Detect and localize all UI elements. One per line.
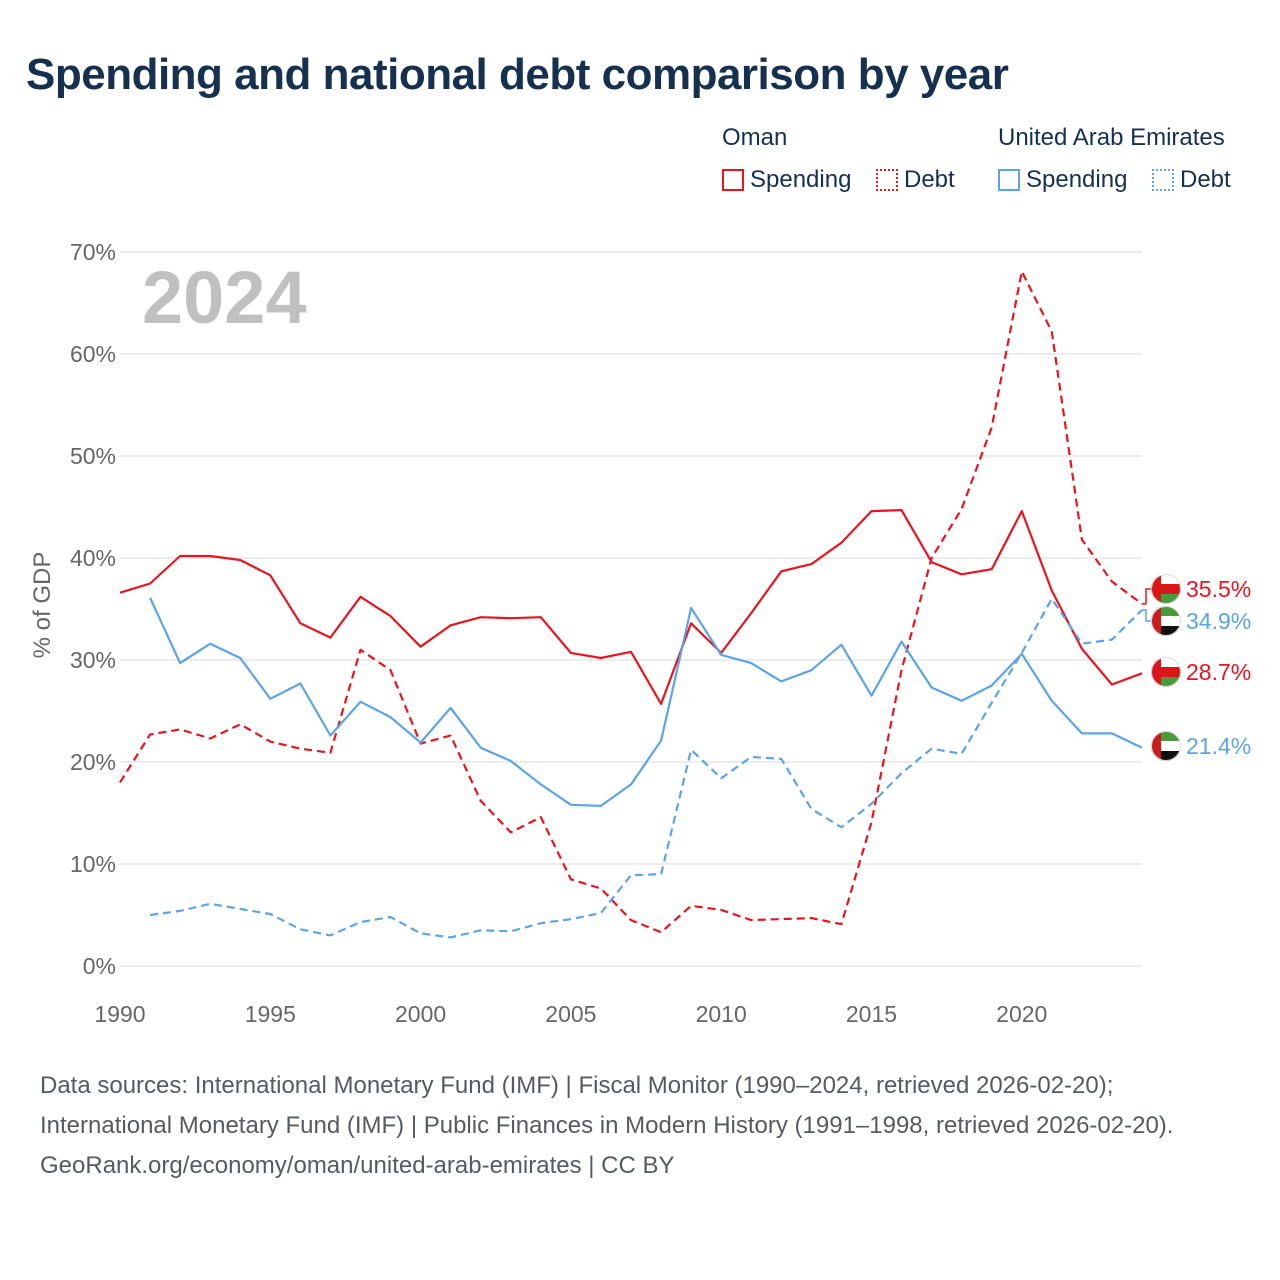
data-sources: Data sources: International Monetary Fun… [40,1072,1174,1139]
end-value-label: 21.4% [1186,733,1251,759]
x-tick-label: 2000 [395,1001,446,1027]
leader-line [1142,588,1152,605]
y-tick-label: 10% [70,851,116,877]
y-tick-label: 70% [70,239,116,265]
legend-label: Debt [904,166,955,193]
legend-item-uae-spending[interactable]: Spending [998,166,1127,194]
legend-label: Spending [750,166,852,193]
y-tick-label: 20% [70,749,116,775]
legend-country-uae: United Arab Emirates [998,124,1225,151]
y-tick-label: 60% [70,341,116,367]
end-labels: 35.5% 34.9% 28.7% 21.4% [1142,574,1251,761]
dotted-swatch-icon [876,169,898,191]
dotted-swatch-icon [1152,169,1174,191]
legend-item-oman-spending[interactable]: Spending [722,166,851,194]
series-line-united-arab-emirates-debt[interactable] [149,597,1143,939]
x-tick-label: 1990 [94,1001,145,1027]
x-tick-label: 1995 [245,1001,296,1027]
y-tick-label: 0% [83,953,116,979]
x-tick-label: 2005 [545,1001,596,1027]
page-title: Spending and national debt comparison by… [26,50,1009,99]
solid-swatch-icon [722,169,744,191]
y-tick-label: 30% [70,647,116,673]
oman-flag-icon [1151,657,1181,687]
legend-item-oman-debt[interactable]: Debt [876,166,955,194]
x-tick-label: 2010 [696,1001,747,1027]
x-axis-ticks: 1990 1995 2000 2005 2010 2015 2020 [94,1001,1047,1027]
uae-flag-icon [1151,606,1181,636]
oman-flag-icon [1151,574,1181,604]
year-overlay: 2024 [142,256,307,339]
end-label-united-arab-emirates-spending: 21.4% [1151,731,1251,761]
series-line-oman-spending[interactable] [119,509,1143,706]
end-value-label: 35.5% [1186,576,1251,602]
series-line-united-arab-emirates-spending[interactable] [149,597,1143,808]
solid-swatch-icon [998,169,1020,191]
legend-label: Debt [1180,166,1231,193]
y-tick-label: 40% [70,545,116,571]
credit-link[interactable]: GeoRank.org/economy/oman/united-arab-emi… [40,1152,675,1179]
x-tick-label: 2020 [996,1001,1047,1027]
y-tick-label: 50% [70,443,116,469]
series-lines [119,270,1143,939]
legend-country-oman: Oman [722,124,788,151]
end-label-united-arab-emirates-debt: 34.9% [1142,606,1251,636]
y-axis-label: % of GDP [29,552,56,659]
legend-item-uae-debt[interactable]: Debt [1152,166,1231,194]
end-label-oman-debt: 35.5% [1142,574,1251,605]
end-value-label: 34.9% [1186,608,1251,634]
line-chart: 0% 10% 20% 30% 40% 50% 60% 70% 1990 1995 2000 2005… [29,239,1251,1027]
gridlines [120,251,1142,967]
series-line-oman-debt[interactable] [119,270,1143,934]
leader-line [1142,609,1152,622]
y-axis-ticks: 0% 10% 20% 30% 40% 50% 60% 70% [70,239,116,979]
footer: Data sources: International Monetary Fun… [40,1066,1240,1186]
x-tick-label: 2015 [846,1001,897,1027]
end-label-oman-spending: 28.7% [1151,657,1251,687]
uae-flag-icon [1151,731,1181,761]
legend-label: Spending [1026,166,1128,193]
end-value-label: 28.7% [1186,659,1251,685]
